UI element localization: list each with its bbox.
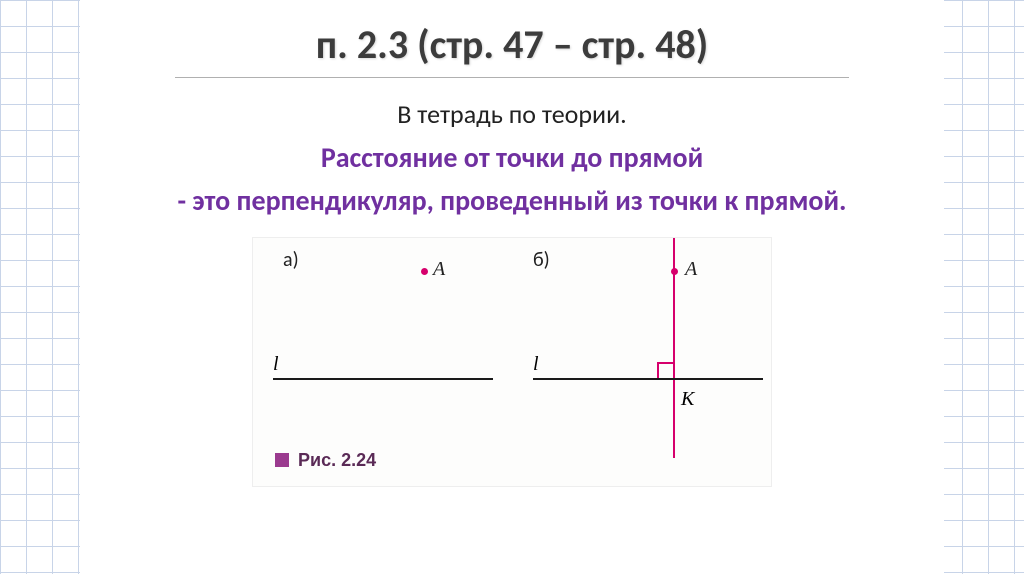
figure-container: а) б) A l A l K Рис. 2.24 xyxy=(80,237,944,487)
page-title: п. 2.3 (стр. 47 – стр. 48) xyxy=(80,0,944,77)
definition-term: Расстояние от точки до прямой xyxy=(80,140,944,175)
point-a-dot-1 xyxy=(421,268,428,275)
title-divider xyxy=(175,77,849,78)
definition-body: - это перпендикуляр, проведенный из точк… xyxy=(80,183,944,219)
line-label-a: l xyxy=(273,353,279,376)
line-label-b: l xyxy=(533,353,539,376)
right-angle-marker xyxy=(657,362,673,378)
line-l-a xyxy=(273,378,493,380)
point-a-label-2: A xyxy=(685,258,697,281)
panel-label-b: б) xyxy=(533,248,550,272)
slide: п. 2.3 (стр. 47 – стр. 48) В тетрадь по … xyxy=(80,0,944,574)
panel-label-a: а) xyxy=(283,248,299,272)
figure: а) б) A l A l K Рис. 2.24 xyxy=(252,237,772,487)
point-k-label: K xyxy=(681,388,694,411)
point-a-dot-2 xyxy=(671,268,678,275)
caption-marker xyxy=(275,453,289,467)
subtitle-line: В тетрадь по теории. xyxy=(80,98,944,130)
point-a-label-1: A xyxy=(433,258,445,281)
figure-caption: Рис. 2.24 xyxy=(298,450,376,471)
line-l-b xyxy=(533,378,763,380)
